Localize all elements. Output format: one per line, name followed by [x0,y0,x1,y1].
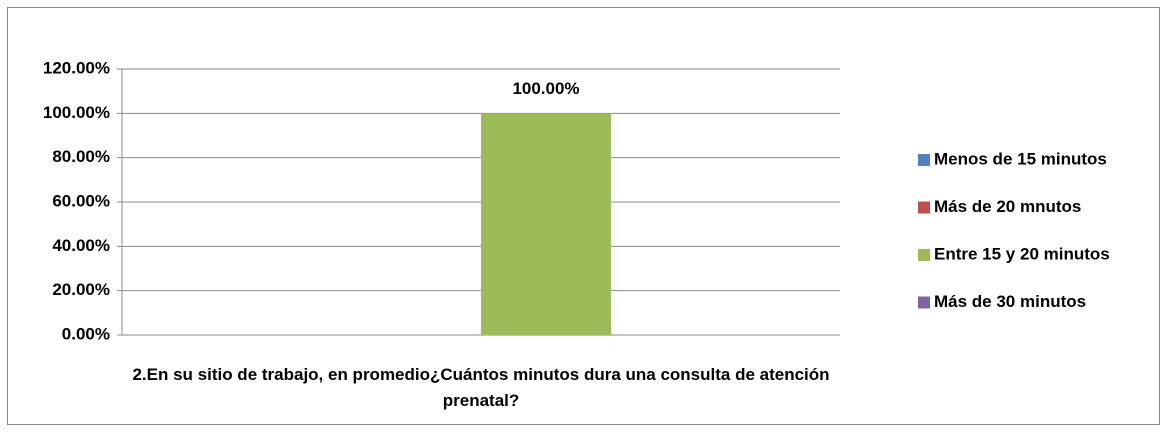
x-category-label: 2.En su sitio de trabajo, en promedio¿Cu… [132,365,830,410]
legend-swatch [918,201,930,214]
legend-label: Entre 15 y 20 minutos [934,244,1110,263]
y-tick-label: 60.00% [52,191,110,210]
legend-label: Más de 30 minutos [934,292,1086,311]
bar [481,113,611,335]
legend-swatch [918,249,930,261]
y-tick-label: 40.00% [52,236,110,255]
legend-label: Más de 20 mnutos [934,197,1081,216]
legend-label: Menos de 15 minutos [934,149,1107,168]
y-tick-label: 120.00% [43,58,110,77]
y-tick-label: 0.00% [62,324,110,343]
data-label: 100.00% [512,79,579,98]
legend-swatch [918,154,930,166]
y-tick-label: 80.00% [52,147,110,166]
legend-swatch [918,296,930,309]
y-tick-label: 100.00% [43,103,110,122]
y-tick-label: 20.00% [52,280,110,299]
